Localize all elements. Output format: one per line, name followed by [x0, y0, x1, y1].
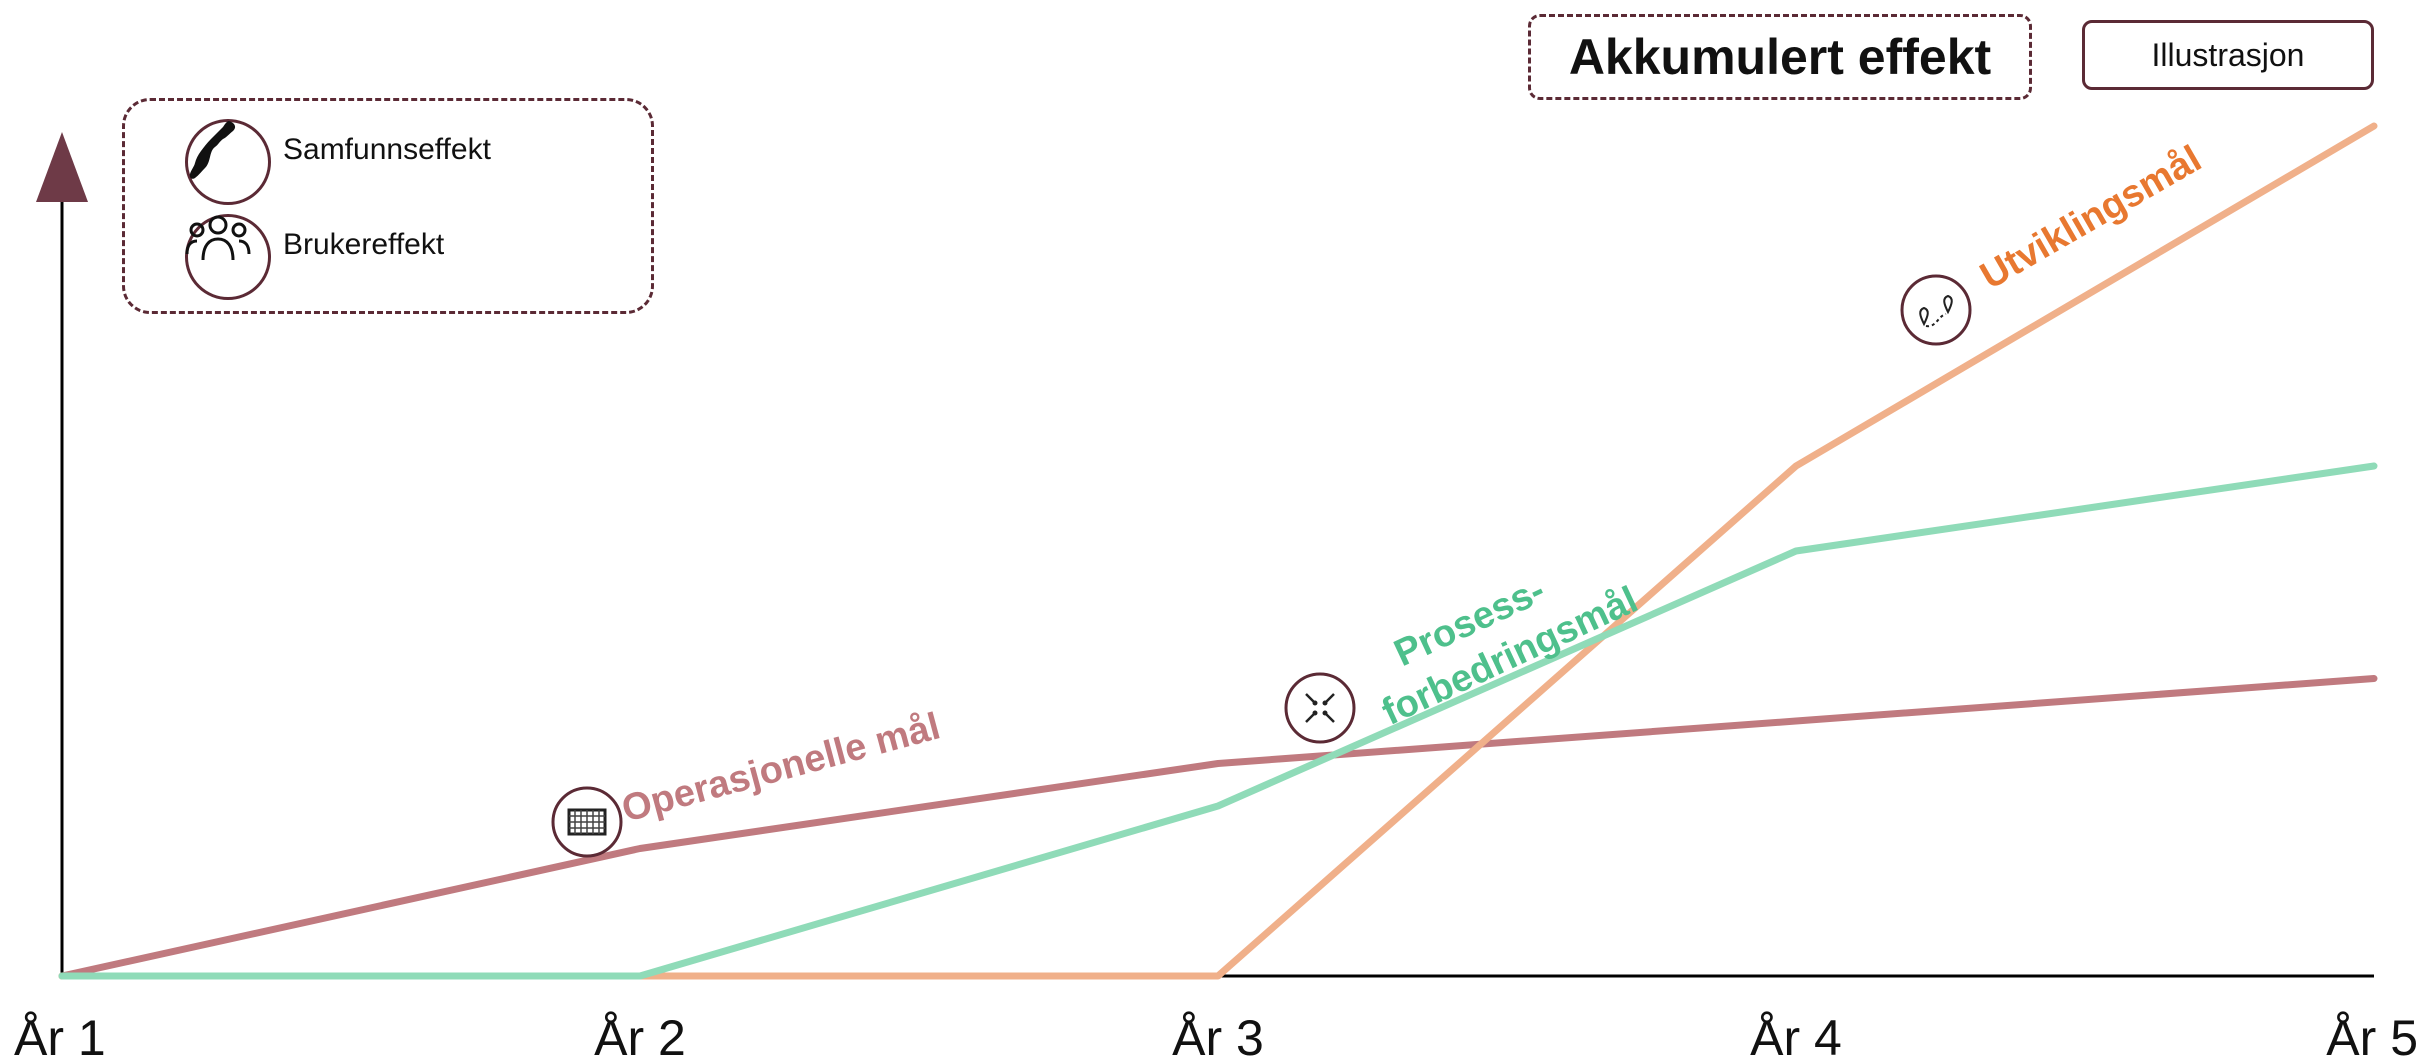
legend-item-brukereffekt: Brukereffekt: [185, 214, 444, 300]
legend: Samfunnseffekt Brukereffekt: [122, 98, 654, 314]
chart-title: Akkumulert effekt: [1568, 29, 1992, 85]
chart-title-box: Akkumulert effekt: [1528, 14, 2032, 100]
series-label-2: Utviklingsmål: [1974, 138, 2209, 298]
norway-map-icon: [185, 119, 271, 205]
legend-label: Samfunnseffekt: [283, 133, 491, 166]
goal-net-icon: [551, 786, 623, 858]
legend-label: Brukereffekt: [283, 228, 445, 261]
users-icon: [185, 214, 271, 300]
series-label-1: Prosess-forbedringsmål: [1355, 535, 1644, 733]
series-line-1: [58, 462, 2378, 980]
illustration-badge: Illustrasjon: [2082, 20, 2374, 90]
series-lines: [58, 122, 2378, 980]
route-pins-icon: [1900, 274, 1972, 346]
process-arrows-icon: [1284, 672, 1356, 744]
x-tick-label: År 5: [2326, 1010, 2418, 1063]
illustration-badge-label: Illustrasjon: [2151, 36, 2305, 73]
legend-item-samfunnseffekt: Samfunnseffekt: [185, 119, 491, 205]
y-axis-arrow-icon: [36, 132, 88, 202]
x-tick-label: År 3: [1172, 1010, 1264, 1063]
x-tick-labels: År 1 År 2 År 3 År 4 År 5: [14, 1010, 2418, 1063]
series-line-0: [58, 675, 2378, 980]
x-tick-label: År 4: [1750, 1010, 1842, 1063]
x-tick-label: År 1: [14, 1010, 106, 1063]
x-tick-label: År 2: [594, 1010, 686, 1063]
